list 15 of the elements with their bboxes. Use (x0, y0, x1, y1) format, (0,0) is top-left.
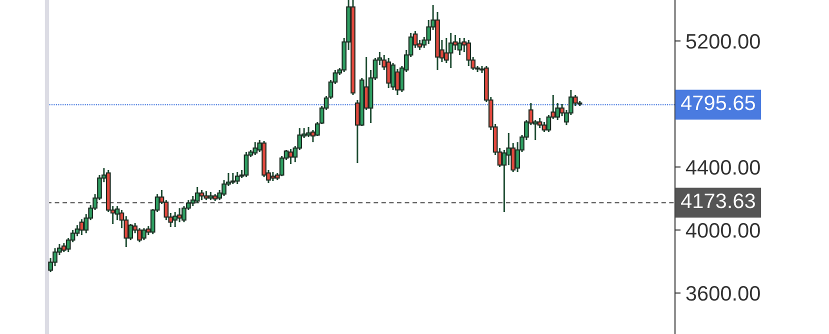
ref-line-label: 4173.63 (681, 194, 755, 208)
y-tick-label: 4400.00 (686, 160, 760, 175)
y-tick-label: 5200.00 (686, 34, 760, 49)
candlestick (199, 189, 204, 201)
candlestick (288, 148, 294, 165)
y-tick-label: 3600.00 (686, 286, 760, 301)
ref-line-label: 4795.65 (681, 96, 755, 110)
candlestick (448, 32, 454, 69)
candlestick (234, 171, 240, 185)
candlestick (194, 186, 200, 204)
candlestick (252, 141, 258, 156)
y-tick-label: 4000.00 (686, 223, 760, 238)
candlestick (457, 37, 462, 56)
candlestick (244, 151, 249, 178)
candlestick (466, 39, 472, 67)
